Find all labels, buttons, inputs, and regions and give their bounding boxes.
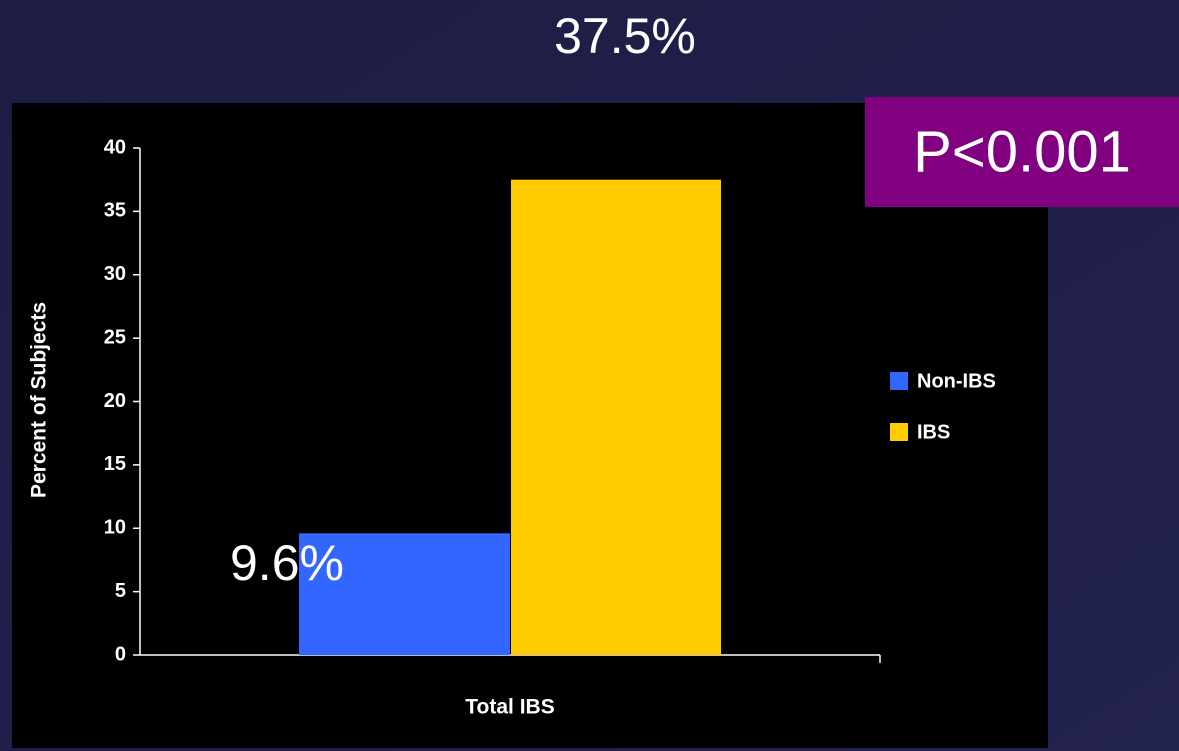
legend-label: IBS xyxy=(917,421,950,443)
annotation: P<0.001 xyxy=(913,119,1131,184)
data-label: 9.6% xyxy=(230,535,344,591)
y-tick-label: 25 xyxy=(104,326,126,348)
legend-swatch xyxy=(890,423,908,441)
y-tick-label: 0 xyxy=(115,643,126,665)
y-tick-label: 10 xyxy=(104,517,126,539)
annotation-box xyxy=(865,97,1179,207)
bar xyxy=(511,179,721,655)
legend-swatch xyxy=(890,372,908,390)
y-axis-label: Percent of Subjects xyxy=(28,302,51,498)
data-label: 37.5% xyxy=(554,8,696,64)
y-tick-label: 20 xyxy=(104,390,126,412)
legend-label: Non-IBS xyxy=(917,370,996,392)
y-tick-label: 15 xyxy=(104,453,126,475)
y-tick-label: 40 xyxy=(104,136,126,158)
x-axis-label: Total IBS xyxy=(465,696,554,719)
y-tick-label: 30 xyxy=(104,263,126,285)
y-tick-label: 35 xyxy=(104,200,126,222)
bar xyxy=(299,533,510,655)
y-tick-label: 5 xyxy=(115,580,126,602)
